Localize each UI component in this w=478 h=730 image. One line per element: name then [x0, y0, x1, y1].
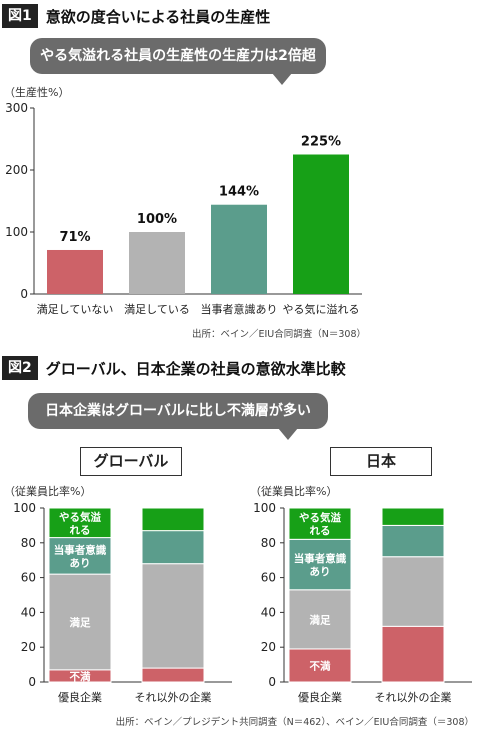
bar [293, 154, 349, 294]
y-tick-label: 20 [261, 640, 276, 654]
fig1-callout: やる気溢れる社員の生産性の生産力は2倍超 [30, 38, 326, 74]
y-tick-label: 60 [261, 571, 276, 585]
fig2-callout-tail [278, 428, 298, 440]
stacked-segment [141, 667, 205, 683]
y-tick-label: 100 [253, 501, 276, 515]
y-tick-label: 200 [5, 163, 28, 177]
stacked-segment [381, 556, 445, 627]
bar [211, 204, 267, 294]
bar-data-label: 144% [219, 185, 259, 200]
y-tick-label: 80 [21, 536, 36, 550]
stacked-segment [381, 524, 445, 558]
panel-title-japan: 日本 [330, 447, 432, 476]
panel-title-global: グローバル [80, 447, 182, 476]
x-tick-label: 満足していない [37, 303, 114, 316]
segment-label: 不満 [310, 659, 331, 672]
bar [47, 249, 103, 294]
y-tick-label: 80 [261, 536, 276, 550]
fig2-title: グローバル、日本企業の社員の意欲水準比較 [45, 359, 346, 378]
y-tick-label: 100 [5, 225, 28, 239]
fig2-label: 図2 [2, 356, 38, 380]
segment-label: 満足 [310, 613, 331, 626]
segment-label: 当事者意識 [54, 543, 107, 556]
segment-label: やる気溢 [59, 510, 101, 523]
y-tick-label: 40 [21, 605, 36, 619]
x-tick-label: それ以外の企業 [135, 690, 212, 704]
y-tick-label: 0 [20, 287, 28, 301]
fig2-callout: 日本企業はグローバルに比し不満層が多い [28, 393, 328, 429]
segment-label: やる気溢 [299, 511, 341, 524]
stacked-segment [288, 507, 352, 540]
y-tick-label: 300 [5, 101, 28, 115]
japan-unit-label: （従業員比率%） [250, 485, 338, 498]
fig1-callout-tail [272, 73, 292, 85]
stacked-segment [288, 538, 352, 591]
y-tick-label: 100 [13, 501, 36, 515]
segment-label: 当事者意識 [294, 552, 347, 565]
stacked-segment [141, 530, 205, 565]
x-tick-label: 優良企業 [298, 690, 342, 704]
fig1-unit-label: （生産性%） [4, 86, 70, 99]
segment-label: 満足 [70, 616, 91, 629]
fig2-source: 出所：ベイン／プレジデント共同調査（N＝462）、ベイン／EIU合同調査（＝30… [115, 717, 474, 728]
fig1-bar-chart: 0 100 200 300 71% 満足していない 100% 満足している 144% 当事者意識あ… [5, 101, 362, 316]
x-tick-label: 優良企業 [58, 690, 102, 704]
bar-data-label: 71% [59, 230, 90, 245]
stacked-segment [48, 507, 112, 539]
segment-label: 不満 [70, 670, 91, 683]
y-tick-label: 60 [21, 571, 36, 585]
segment-label: れる [70, 524, 91, 536]
bar-data-label: 225% [301, 135, 341, 150]
fig1-label: 図1 [2, 4, 38, 28]
x-tick-label: 満足している [124, 303, 190, 316]
segment-label: あり [310, 565, 331, 578]
bar-data-label: 100% [137, 212, 177, 227]
y-tick-label: 0 [28, 675, 36, 689]
segment-label: れる [310, 525, 331, 537]
y-tick-label: 40 [261, 605, 276, 619]
fig1-header: 図1 意欲の度合いによる社員の生産性 [0, 2, 270, 30]
stacked-segment [141, 563, 205, 669]
x-tick-label: それ以外の企業 [375, 690, 452, 704]
stacked-segment [381, 625, 445, 683]
segment-label: あり [70, 556, 91, 569]
x-tick-label: 当事者意識あり [201, 302, 278, 316]
stacked-segment [48, 573, 112, 671]
y-tick-label: 20 [21, 640, 36, 654]
fig1-source: 出所：ベイン／EIU合同調査（N＝308） [192, 329, 366, 340]
x-tick-label: やる気に溢れる [283, 302, 360, 316]
stacked-segment [141, 507, 205, 532]
bar [129, 232, 185, 294]
fig2-header: 図2 グローバル、日本企業の社員の意欲水準比較 [0, 354, 346, 382]
y-tick-label: 0 [268, 675, 276, 689]
fig1-title: 意欲の度合いによる社員の生産性 [45, 7, 271, 26]
stacked-segment [288, 589, 352, 650]
stacked-segment [381, 507, 445, 526]
global-unit-label: （従業員比率%） [4, 485, 92, 498]
